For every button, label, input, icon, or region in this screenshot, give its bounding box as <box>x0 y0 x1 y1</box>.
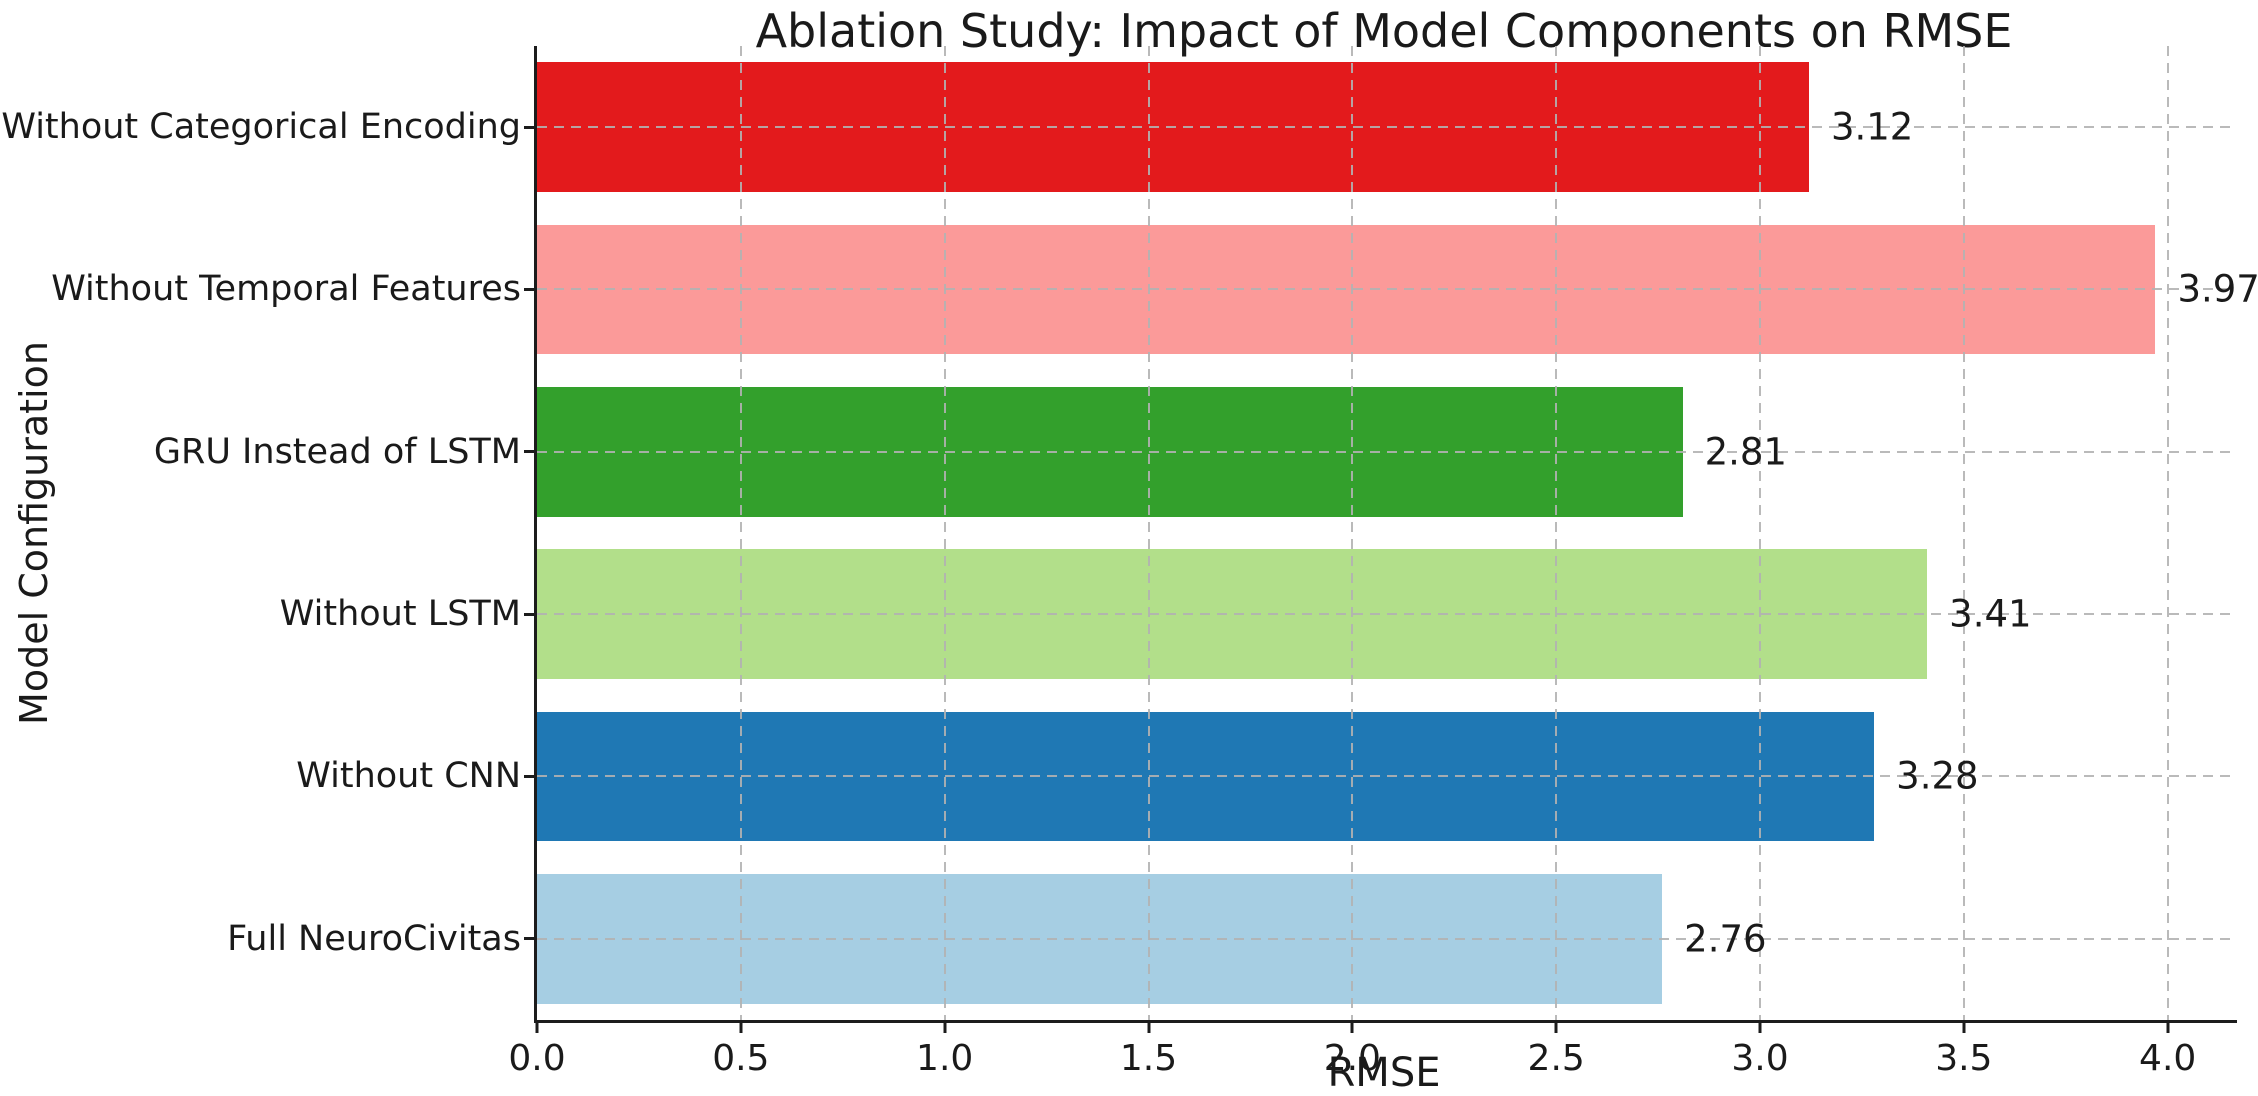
y-tick-mark <box>524 450 537 454</box>
x-tick-mark <box>535 1020 539 1033</box>
chart-title: Ablation Study: Impact of Model Componen… <box>755 4 2013 58</box>
category-label: Full NeuroCivitas <box>227 918 521 959</box>
x-tick-label: 3.5 <box>1935 1038 1993 1079</box>
plot-area: Without Categorical Encoding 3.12 Without … <box>1 46 2258 1079</box>
x-tick-mark <box>943 1020 947 1033</box>
horizontal-gridline <box>537 288 2237 291</box>
value-label: 3.12 <box>1830 105 1914 149</box>
bar-row: GRU Instead of LSTM 2.81 <box>154 371 2237 533</box>
horizontal-gridline <box>537 126 2237 129</box>
horizontal-gridline <box>537 450 2237 453</box>
category-label: GRU Instead of LSTM <box>153 431 521 472</box>
x-tick-label: 3.0 <box>1731 1038 1789 1079</box>
x-tick-mark <box>1147 1020 1150 1033</box>
x-tick-mark <box>2166 1020 2170 1033</box>
horizontal-gridline <box>537 775 2237 778</box>
x-tick-label: 1.5 <box>1119 1038 1178 1079</box>
y-tick-mark <box>524 937 537 941</box>
x-tick-label: 2.0 <box>1323 1038 1381 1079</box>
horizontal-gridline <box>537 613 2237 616</box>
x-tick-label: 2.5 <box>1527 1038 1585 1079</box>
bar-row: Full NeuroCivitas 2.76 <box>227 858 2237 1020</box>
y-tick-mark <box>524 125 537 129</box>
horizontal-gridline <box>537 937 2237 940</box>
bar-row: Without Categorical Encoding 3.12 <box>1 46 2237 208</box>
bar-row: Without Temporal Features 3.97 <box>51 208 2258 370</box>
bars-layer: Without Categorical Encoding 3.12 Without … <box>1 46 2258 1020</box>
bar-row: Without LSTM 3.41 <box>280 533 2237 695</box>
y-axis-label: Model Configuration <box>12 341 56 725</box>
x-axis-ticks: 0.0 0.5 1.0 1.5 2.0 2.5 3.0 3.5 4.0 <box>508 1020 2237 1096</box>
value-label: 3.97 <box>2177 267 2258 311</box>
category-label: Without Categorical Encoding <box>1 107 521 148</box>
value-label: 2.76 <box>1684 917 1767 961</box>
x-tick-label: 4.0 <box>2139 1038 2197 1079</box>
vertical-gridline <box>2166 46 2169 1020</box>
x-tick-mark <box>739 1020 743 1033</box>
x-tick-mark <box>1758 1020 1762 1033</box>
x-tick-mark <box>1554 1020 1558 1033</box>
value-label: 2.81 <box>1704 430 1787 474</box>
value-label: 3.41 <box>1949 592 2032 636</box>
vertical-gridline <box>1351 46 1354 1020</box>
x-tick-label: 0.5 <box>712 1038 770 1079</box>
value-label: 3.28 <box>1896 754 1979 798</box>
x-tick-label: 1.0 <box>916 1038 974 1079</box>
vertical-gridline <box>1555 46 1558 1020</box>
y-tick-mark <box>524 612 537 616</box>
category-label: Without CNN <box>296 756 521 797</box>
category-label: Without Temporal Features <box>51 269 521 310</box>
vertical-gridlines-layer <box>537 46 2237 1020</box>
vertical-gridline <box>1962 46 1965 1020</box>
vertical-gridline <box>1759 46 1762 1020</box>
x-tick-label: 0.0 <box>508 1038 566 1079</box>
y-tick-mark <box>524 287 537 291</box>
category-label: Without LSTM <box>279 594 521 635</box>
y-tick-mark <box>524 774 537 778</box>
bar-row: Without CNN 3.28 <box>296 695 2237 857</box>
vertical-gridline <box>943 46 946 1020</box>
x-tick-mark <box>1350 1020 1354 1033</box>
vertical-gridline <box>1147 46 1150 1020</box>
x-tick-mark <box>1962 1020 1966 1033</box>
vertical-gridline <box>739 46 742 1020</box>
x-axis-label: RMSE <box>1327 1050 1441 1096</box>
